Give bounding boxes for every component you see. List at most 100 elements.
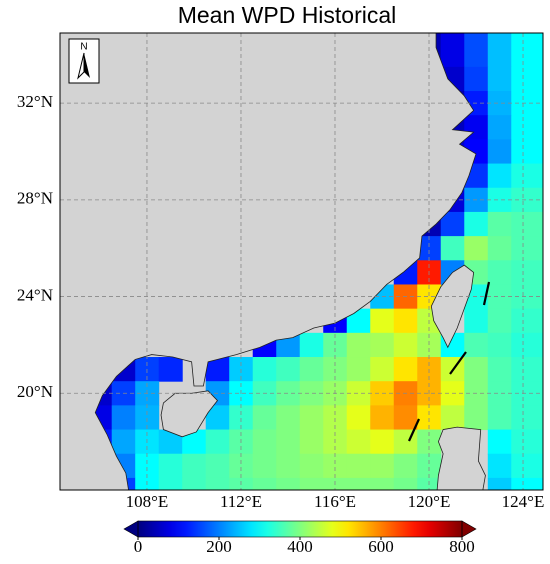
- heat-cell: [487, 91, 512, 116]
- heat-cell: [511, 429, 543, 455]
- colorbar-tick-label: 200: [206, 537, 232, 556]
- landmass: [60, 33, 477, 490]
- heat-cell: [464, 405, 489, 431]
- heat-cell: [464, 332, 489, 358]
- heat-cell: [346, 429, 371, 455]
- heat-cell: [393, 308, 418, 334]
- x-tick-label: 108°E: [126, 492, 169, 511]
- heat-cell: [487, 211, 512, 237]
- heat-cell: [511, 139, 543, 165]
- heat-cell: [440, 33, 465, 68]
- heat-cell: [487, 357, 512, 382]
- landmass: [160, 390, 219, 438]
- plot-frame: [59, 32, 544, 491]
- landmass: [430, 264, 475, 349]
- heat-cell: [487, 66, 512, 92]
- chart-title: Mean WPD Historical: [178, 2, 397, 28]
- y-tick-label: 28°N: [17, 189, 53, 208]
- heat-cell: [158, 357, 183, 382]
- heat-cell: [511, 453, 543, 479]
- heat-cell: [487, 405, 512, 431]
- colorbar-tick-label: 0: [134, 537, 143, 556]
- landmass: [436, 426, 486, 490]
- heat-cell: [511, 115, 543, 140]
- x-tick-label: 116°E: [314, 492, 356, 511]
- colorbar-gradient: [138, 521, 462, 537]
- transect: [407, 418, 421, 442]
- heat-cell: [158, 477, 183, 490]
- heat-cell: [511, 308, 543, 334]
- heat-cell: [511, 405, 543, 431]
- heat-cell: [346, 453, 371, 479]
- heat-cell: [464, 308, 489, 334]
- x-tick-label: 124°E: [502, 492, 545, 511]
- heat-cell: [346, 357, 371, 382]
- heat-cell: [487, 477, 512, 490]
- heat-cell: [464, 33, 489, 68]
- heat-cell: [393, 453, 418, 479]
- heat-cell: [205, 453, 230, 479]
- heat-cell: [440, 211, 465, 237]
- heat-cell: [346, 332, 371, 358]
- heat-cell: [252, 357, 277, 382]
- heat-cell: [346, 477, 371, 490]
- colorbar-tick-label: 400: [287, 537, 313, 556]
- heat-cell: [182, 477, 207, 490]
- grid: [60, 33, 543, 490]
- heat-cell: [440, 236, 465, 261]
- y-tick-label: 32°N: [17, 92, 53, 111]
- heat-cell: [182, 453, 207, 479]
- colorbar: 0 200 400 600 800: [123, 520, 477, 556]
- heat-cell: [299, 332, 324, 358]
- heat-cell: [158, 453, 183, 479]
- heat-cell: [370, 405, 395, 431]
- heat-cell: [487, 260, 512, 285]
- heat-cell: [511, 236, 543, 261]
- heat-cell: [370, 477, 395, 490]
- heat-cell: [252, 453, 277, 479]
- heat-cell: [511, 357, 543, 382]
- x-tick-label: 112°E: [220, 492, 262, 511]
- heat-cell: [205, 477, 230, 490]
- heat-cell: [464, 66, 489, 92]
- y-tick-label: 20°N: [17, 382, 53, 401]
- heatmap: [88, 33, 543, 490]
- heat-cell: [299, 453, 324, 479]
- heat-cell: [393, 332, 418, 358]
- heat-cell: [487, 139, 512, 165]
- heat-cell: [252, 429, 277, 455]
- heat-cell: [511, 66, 543, 92]
- transect: [449, 351, 467, 375]
- heat-cell: [511, 163, 543, 189]
- heat-cell: [487, 115, 512, 140]
- heat-cell: [393, 357, 418, 382]
- colorbar-extend-low: [123, 520, 139, 538]
- heat-cell: [299, 405, 324, 431]
- heat-cell: [464, 357, 489, 382]
- heat-cell: [111, 405, 136, 431]
- transect: [482, 281, 491, 306]
- colorbar-tick-label: 600: [368, 537, 394, 556]
- heat-cell: [205, 429, 230, 455]
- heat-cell: [487, 381, 512, 406]
- y-tick-label: 24°N: [17, 285, 53, 304]
- heat-cell: [276, 477, 301, 490]
- north-label: N: [80, 42, 87, 53]
- heat-cell: [370, 453, 395, 479]
- heat-cell: [511, 211, 543, 237]
- transects: [407, 281, 491, 442]
- heat-cell: [346, 405, 371, 431]
- heat-cell: [276, 429, 301, 455]
- heat-cell: [370, 308, 395, 334]
- heat-cell: [487, 332, 512, 358]
- heat-cell: [487, 453, 512, 479]
- heat-cell: [370, 429, 395, 455]
- heat-cell: [299, 477, 324, 490]
- heat-cell: [299, 429, 324, 455]
- colorbar-extend-high: [461, 520, 477, 538]
- heat-cell: [464, 236, 489, 261]
- heat-cell: [487, 308, 512, 334]
- heat-cell: [487, 33, 512, 68]
- heat-cell: [252, 405, 277, 431]
